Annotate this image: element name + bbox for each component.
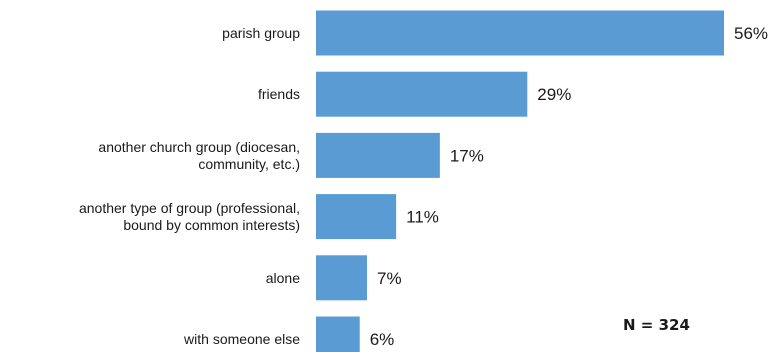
bar-3	[316, 194, 397, 240]
category-label-3-line-1: bound by common interests)	[123, 217, 300, 233]
category-label-0-line-0: parish group	[222, 25, 300, 41]
category-label-3: another type of group (professional, boun…	[79, 200, 300, 233]
bar-2	[316, 132, 440, 178]
value-label-1: 29%	[537, 85, 571, 104]
value-label-0: 56%	[734, 24, 768, 43]
category-label-3-line-0: another type of group (professional,	[79, 200, 300, 216]
bar-5	[316, 316, 360, 352]
sample-size-annotation: N = 324	[623, 316, 690, 334]
category-label-2-line-0: another church group (diocesan,	[98, 139, 300, 155]
value-label-4: 7%	[377, 269, 402, 288]
category-label-1-line-0: friends	[258, 86, 300, 102]
bar-4	[316, 255, 367, 301]
category-label-5: with someone else	[183, 331, 300, 347]
category-label-5-line-0: with someone else	[183, 331, 300, 347]
bar-1	[316, 71, 528, 117]
value-label-3: 11%	[406, 208, 439, 227]
category-labels: parish group friends another church group …	[79, 25, 300, 347]
category-label-4: alone	[266, 270, 300, 286]
category-label-0: parish group	[222, 25, 300, 41]
value-label-2: 17%	[450, 146, 484, 165]
category-label-2: another church group (diocesan, community…	[98, 139, 300, 172]
category-label-2-line-1: community, etc.)	[198, 156, 300, 172]
value-label-5: 6%	[370, 330, 395, 349]
category-label-1: friends	[258, 86, 300, 102]
bar-0	[316, 10, 724, 56]
bars-group	[316, 10, 724, 352]
category-label-4-line-0: alone	[266, 270, 300, 286]
value-labels: 56% 29% 17% 11% 7% 6%	[370, 24, 768, 349]
